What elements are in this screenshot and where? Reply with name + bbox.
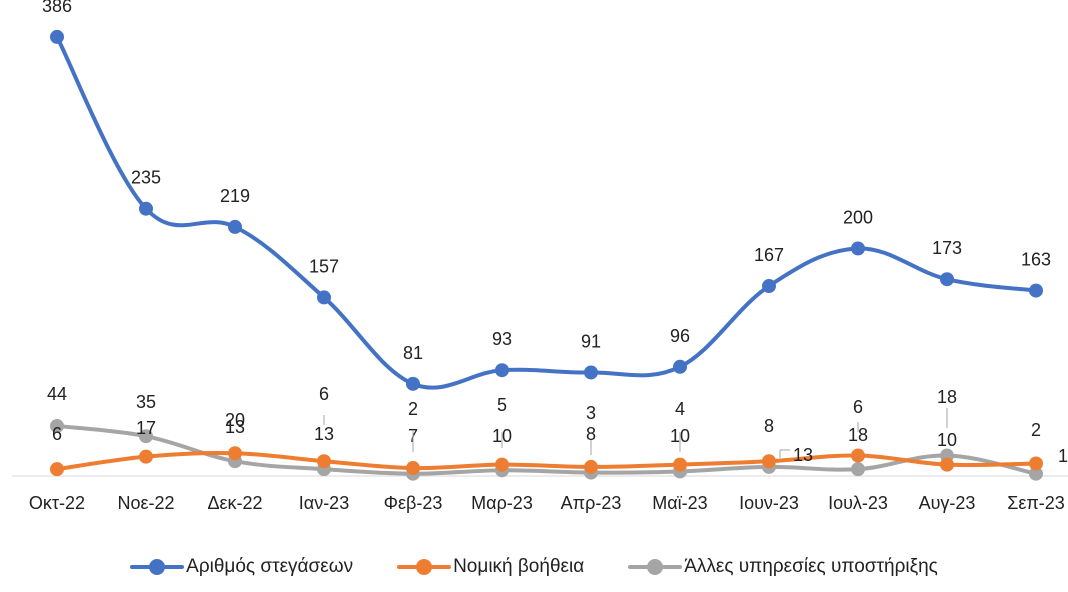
legend-item: Άλλες υπηρεσίες υποστήριξης <box>628 556 938 578</box>
data-point <box>50 418 64 433</box>
x-tick-label: Μαϊ-23 <box>652 493 707 513</box>
data-label: 235 <box>131 168 161 188</box>
data-label: 2 <box>408 399 418 419</box>
legend-item: Αριθμός στεγάσεων <box>130 556 353 578</box>
data-point <box>762 279 776 294</box>
data-label: 167 <box>754 245 784 265</box>
data-label: 173 <box>932 238 962 258</box>
series-line <box>55 34 1038 390</box>
data-point <box>495 363 509 378</box>
legend-swatch <box>397 558 452 576</box>
data-point <box>673 457 687 472</box>
data-point <box>940 272 954 287</box>
data-point <box>495 457 509 472</box>
legend-swatch <box>130 558 185 576</box>
data-label: 93 <box>492 329 512 349</box>
data-label: 4 <box>675 399 685 419</box>
axis-layer: Οκτ-22 Νοε-22 Δεκ-22 Ιαν-23 Φεβ-23 Μαρ-23 Απρ-… <box>12 475 1068 513</box>
data-label: 157 <box>309 256 339 276</box>
x-tick-label: Ιαν-23 <box>299 493 349 513</box>
x-tick-label: Μαρ-23 <box>471 493 533 513</box>
data-point <box>50 29 64 44</box>
x-tick-label: Αυγ-23 <box>919 493 976 513</box>
data-label: 200 <box>843 208 873 228</box>
data-label: 8 <box>764 416 774 436</box>
data-point <box>317 454 331 469</box>
data-point <box>762 454 776 469</box>
data-label: 5 <box>497 395 507 415</box>
x-tick-label: Απρ-23 <box>561 493 622 513</box>
data-label: 3 <box>586 403 596 423</box>
data-label: 35 <box>136 392 156 412</box>
data-point <box>317 290 331 305</box>
data-label: 11 <box>1058 446 1068 466</box>
legend-swatch <box>628 558 683 576</box>
data-label: 6 <box>853 397 863 417</box>
data-label: 81 <box>403 343 423 363</box>
data-point <box>673 359 687 374</box>
data-point <box>406 376 420 391</box>
data-label: 18 <box>848 425 868 445</box>
data-label: 6 <box>52 424 62 444</box>
x-tick-label: Νοε-22 <box>117 493 174 513</box>
legend-label: Αριθμός στεγάσεων <box>186 556 354 577</box>
data-point <box>584 365 598 380</box>
data-label: 8 <box>586 424 596 444</box>
series-layer <box>50 29 1043 481</box>
data-point <box>228 446 242 461</box>
data-point <box>584 459 598 474</box>
data-label: 17 <box>136 418 156 438</box>
x-tick-label: Ιουλ-23 <box>828 493 888 513</box>
data-label: 2 <box>1031 420 1041 440</box>
data-label: 44 <box>47 384 67 404</box>
x-tick-label: Οκτ-22 <box>29 493 85 513</box>
data-label: 13 <box>314 424 334 444</box>
data-point <box>851 462 865 477</box>
data-label: 91 <box>581 331 601 351</box>
data-point <box>851 448 865 463</box>
x-tick-label: Φεβ-23 <box>384 493 443 513</box>
data-label: 96 <box>670 326 690 346</box>
data-point <box>851 241 865 256</box>
x-tick-label: Ιουν-23 <box>739 493 799 513</box>
data-point <box>50 462 64 477</box>
data-label: 13 <box>793 445 813 465</box>
x-tick-label: Σεπ-23 <box>1007 493 1065 513</box>
data-point <box>139 429 153 444</box>
data-point <box>139 201 153 216</box>
series-line <box>55 451 1038 472</box>
data-point <box>1029 283 1043 298</box>
legend: Αριθμός στεγάσεων Νομική βοήθεια Άλλες υπη… <box>0 556 1068 578</box>
data-label: 386 <box>42 0 72 16</box>
legend-label: Άλλες υπηρεσίες υποστήριξης <box>684 556 938 577</box>
x-tick-label: Δεκ-22 <box>207 493 262 513</box>
data-label: 13 <box>225 417 245 437</box>
data-point <box>1029 466 1043 481</box>
legend-label: Νομική βοήθεια <box>453 556 585 577</box>
data-point <box>139 449 153 464</box>
data-point <box>1029 456 1043 471</box>
legend-item: Νομική βοήθεια <box>397 556 584 578</box>
series-line <box>55 423 1038 476</box>
data-label: 219 <box>220 186 250 206</box>
data-point <box>406 461 420 476</box>
data-label: 18 <box>937 387 957 407</box>
data-label: 20 <box>225 410 245 430</box>
data-label: 6 <box>319 384 329 404</box>
data-point <box>940 457 954 472</box>
data-label: 10 <box>937 430 957 450</box>
data-point <box>228 219 242 234</box>
data-label: 163 <box>1021 250 1051 270</box>
